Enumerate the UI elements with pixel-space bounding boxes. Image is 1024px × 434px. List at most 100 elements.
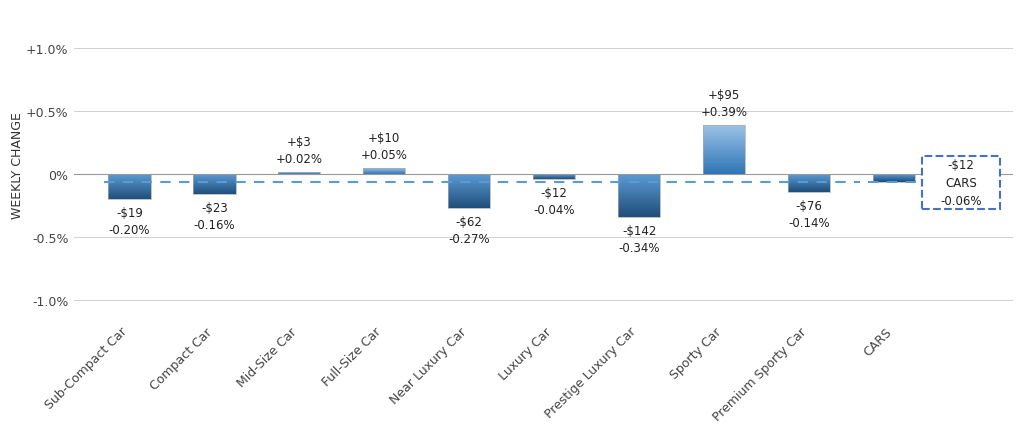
Bar [702,131,745,132]
Bar [702,151,745,152]
Bar [617,184,660,185]
Bar [702,166,745,167]
Bar [702,133,745,134]
Text: +$3
+0.02%: +$3 +0.02% [275,135,323,165]
Bar [447,176,490,177]
Bar [617,192,660,193]
Bar [447,199,490,200]
Text: -$62
-0.27%: -$62 -0.27% [449,216,489,246]
Bar [447,203,490,204]
Bar [617,210,660,211]
Bar [617,176,660,177]
Bar [617,183,660,184]
Bar [617,204,660,205]
Bar [447,200,490,201]
Bar [617,178,660,179]
Bar [702,127,745,128]
Bar [702,172,745,173]
Bar [447,174,490,175]
Bar [447,185,490,186]
Bar [702,153,745,154]
Bar [194,174,236,195]
Bar [702,136,745,137]
Bar [702,144,745,145]
Bar [447,208,490,209]
Bar [447,179,490,180]
Bar [447,186,490,187]
Bar [702,165,745,166]
Bar [702,163,745,164]
Bar [447,196,490,197]
Bar [702,125,745,174]
Text: -$19
-0.20%: -$19 -0.20% [109,207,151,237]
Bar [447,190,490,191]
Bar [702,128,745,129]
Bar [447,188,490,189]
Bar [447,174,490,209]
Bar [702,150,745,151]
Bar [447,193,490,194]
Bar [702,146,745,147]
Bar [447,187,490,188]
Bar [702,160,745,161]
Bar [702,134,745,135]
FancyBboxPatch shape [922,156,1000,209]
Bar [617,179,660,180]
Bar [702,167,745,168]
Bar [617,194,660,195]
Bar [702,156,745,157]
Bar [702,162,745,163]
Bar [702,155,745,156]
Bar [447,206,490,207]
Bar [447,184,490,185]
Bar [617,182,660,183]
Bar [617,213,660,214]
Bar [447,175,490,176]
Bar [617,189,660,190]
Bar [872,174,915,182]
Bar [447,183,490,184]
Bar [617,206,660,207]
Text: +$95
+0.39%: +$95 +0.39% [700,89,748,118]
Bar [109,174,151,200]
Bar [702,143,745,144]
Bar [447,201,490,202]
Bar [447,177,490,178]
Bar [702,154,745,155]
Bar [617,199,660,200]
Bar [702,126,745,127]
Bar [617,197,660,198]
Bar [617,187,660,188]
Text: -$23
-0.16%: -$23 -0.16% [194,202,236,232]
Bar [702,169,745,170]
Bar [447,181,490,182]
Bar [617,200,660,201]
Bar [702,135,745,136]
Bar [702,149,745,150]
Bar [617,196,660,197]
Bar [702,132,745,133]
Bar [617,193,660,194]
Bar [702,164,745,165]
Bar [617,214,660,215]
Bar [702,130,745,131]
Bar [702,141,745,142]
Bar [702,173,745,174]
Bar [702,161,745,162]
Bar [279,172,321,174]
Bar [702,157,745,158]
Bar [702,139,745,140]
Bar [447,192,490,193]
Y-axis label: WEEKLY CHANGE: WEEKLY CHANGE [11,112,25,218]
Bar [617,207,660,208]
Bar [447,182,490,183]
Bar [617,203,660,204]
Bar [702,168,745,169]
Bar [447,194,490,195]
Bar [362,168,406,174]
Bar [617,175,660,176]
Bar [702,159,745,160]
Bar [617,202,660,203]
Bar [702,171,745,172]
Bar [702,140,745,141]
